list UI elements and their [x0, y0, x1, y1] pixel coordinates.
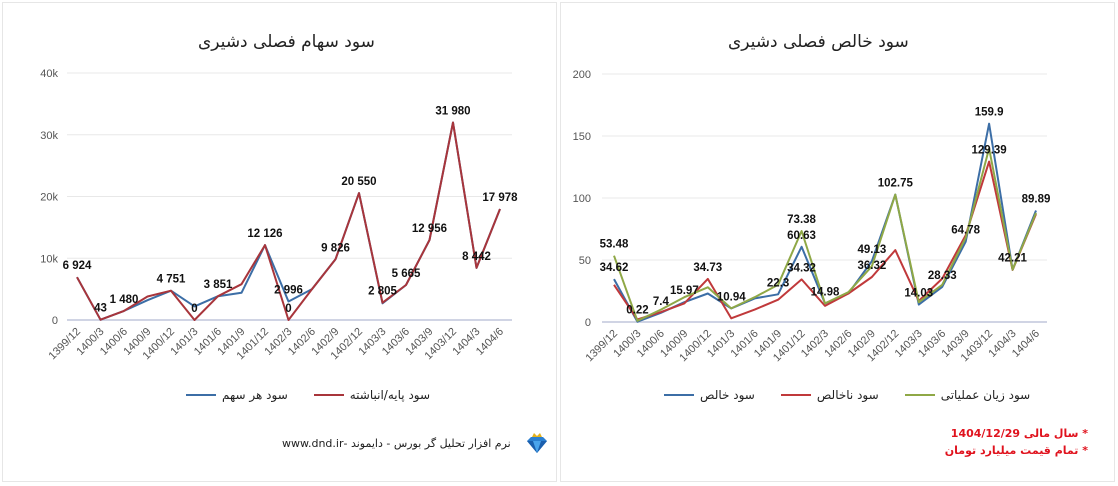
data-label: 8 442	[462, 251, 491, 263]
data-label: 9 826	[321, 242, 350, 254]
y-tick-label: 150	[573, 131, 591, 143]
note-unit: * تمام قیمت میلیارد تومان	[944, 444, 1088, 457]
data-label: 159.9	[975, 107, 1004, 119]
data-label: 10.94	[717, 291, 746, 303]
legend-item-gross: سود ناخالص	[780, 388, 879, 402]
data-label: 5 665	[392, 268, 421, 280]
x-tick-label: 1399/12	[584, 328, 621, 365]
left-chart-title: سود سهام فصلی دشیری	[198, 32, 375, 52]
right-legend: سود زیان عملیاتی سود ناخالص سود خالص	[664, 388, 1030, 402]
data-label: 4 751	[157, 274, 186, 286]
data-label: 28.33	[928, 270, 957, 282]
legend-swatch	[313, 394, 344, 396]
data-label: 34.32	[787, 262, 816, 274]
left-panel	[2, 2, 557, 482]
legend-item-net: سود خالص	[664, 388, 755, 402]
y-tick-label: 30k	[40, 130, 58, 142]
data-label: 34.62	[600, 262, 629, 274]
legend-swatch	[780, 394, 811, 396]
data-label: 7.4	[653, 296, 670, 308]
data-label: 129.39	[972, 145, 1007, 157]
diamond-logo-icon	[526, 433, 547, 453]
data-label: 64.78	[951, 225, 980, 237]
y-tick-label: 40k	[40, 68, 58, 80]
data-label: 53.48	[600, 239, 629, 251]
data-label: 0	[191, 303, 197, 315]
data-label: 89.89	[1022, 194, 1051, 206]
data-label: 36.32	[857, 260, 886, 272]
legend-label: سود هر سهم	[222, 388, 288, 402]
data-label: 0.22	[626, 305, 648, 317]
data-label: 49.13	[857, 244, 886, 256]
data-label: 31 980	[435, 106, 470, 118]
y-tick-label: 20k	[40, 192, 58, 204]
data-label: 14.98	[811, 286, 840, 298]
legend-label: سود پایه/انباشته	[349, 388, 431, 402]
data-label: 20 550	[341, 176, 376, 188]
legend-swatch	[186, 394, 216, 396]
data-label: 17 978	[482, 192, 518, 204]
data-label: 102.75	[878, 178, 914, 190]
legend-swatch	[664, 394, 694, 396]
data-label: 15.97	[670, 285, 699, 297]
y-tick-label: 10k	[40, 253, 58, 265]
y-tick-label: 50	[579, 255, 591, 267]
data-label: 2 996	[274, 284, 303, 296]
data-label: 12 956	[412, 223, 447, 235]
left-legend: سود پایه/انباشته سود هر سهم	[186, 388, 430, 402]
legend-label: سود زیان عملیاتی	[940, 388, 1031, 402]
y-tick-label: 200	[573, 69, 591, 81]
legend-item-base: سود پایه/انباشته	[313, 388, 431, 402]
legend-item-operating: سود زیان عملیاتی	[904, 388, 1031, 402]
legend-label: سود خالص	[700, 388, 755, 402]
data-label: 6 924	[63, 260, 92, 272]
data-label: 1 480	[110, 294, 139, 306]
data-label: 73.38	[787, 214, 816, 226]
legend-item-eps: سود هر سهم	[186, 388, 288, 402]
data-label: 3 851	[204, 279, 233, 291]
x-tick-label: 1399/12	[47, 326, 84, 363]
series-line	[613, 147, 1037, 322]
footer-text: نرم افزار تحلیل گر بورس - دایموند -www.d…	[282, 436, 511, 450]
note-fiscal-year: * سال مالی 1404/12/29	[950, 427, 1088, 440]
notes: * سال مالی 1404/12/29 * تمام قیمت میلیار…	[945, 425, 1088, 459]
y-tick-label: 0	[52, 315, 58, 327]
data-label: 43	[94, 303, 107, 315]
right-chart-title: سود خالص فصلی دشیری	[728, 32, 909, 52]
series-line	[76, 121, 501, 321]
data-label: 22.3	[767, 277, 789, 289]
data-label: 60.63	[787, 230, 816, 242]
y-tick-label: 100	[573, 193, 591, 205]
data-label: 34.73	[693, 262, 722, 274]
data-label: 12 126	[247, 228, 282, 240]
data-label: 42.21	[998, 253, 1027, 265]
legend-swatch	[904, 394, 935, 396]
data-label: 0	[285, 303, 291, 315]
footer: نرم افزار تحلیل گر بورس - دایموند -www.d…	[282, 432, 549, 454]
data-label: 14.03	[904, 288, 933, 300]
legend-label: سود ناخالص	[816, 388, 879, 402]
y-tick-label: 0	[585, 317, 591, 329]
data-label: 2 805	[368, 286, 397, 298]
